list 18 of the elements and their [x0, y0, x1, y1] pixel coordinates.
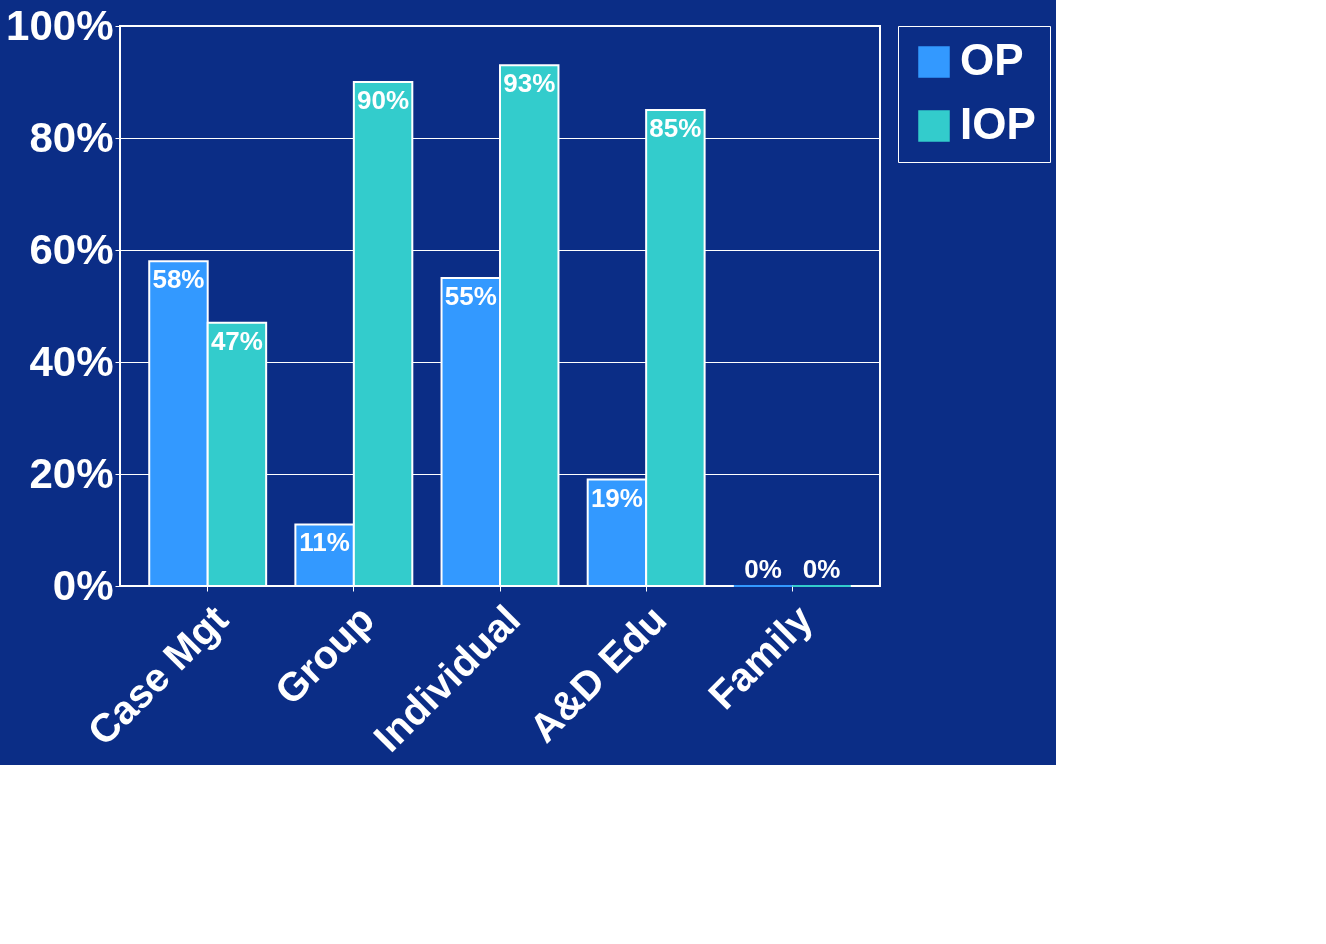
- data-label: 58%: [152, 264, 205, 295]
- y-tick-label: 40%: [29, 337, 114, 385]
- y-tick-label: 80%: [29, 113, 114, 161]
- data-label: 93%: [503, 68, 556, 99]
- data-label: 85%: [649, 113, 702, 143]
- data-label: 55%: [444, 281, 497, 311]
- data-label: 19%: [590, 482, 643, 513]
- legend-label: IOP: [960, 99, 1036, 148]
- y-tick-label: 100%: [6, 1, 114, 49]
- y-tick-label: 60%: [29, 225, 114, 273]
- legend-label: OP: [960, 35, 1024, 84]
- y-tick-label: 20%: [29, 449, 114, 497]
- data-label: 90%: [357, 85, 410, 115]
- data-label: 11%: [299, 527, 350, 558]
- data-label: 0%: [744, 554, 782, 584]
- y-tick-label: 0%: [52, 561, 114, 609]
- data-label: 47%: [210, 325, 263, 356]
- data-label: 0%: [802, 554, 841, 584]
